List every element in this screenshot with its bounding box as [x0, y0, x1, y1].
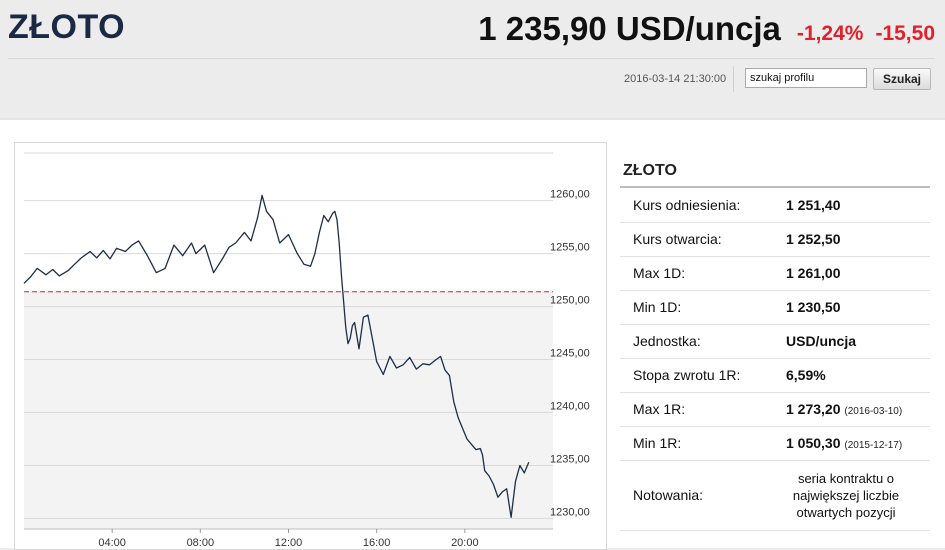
row-label: Min 1R: — [620, 426, 786, 461]
row-value: 1 251,40 — [786, 188, 930, 223]
row-value: 1 273,20 — [786, 401, 841, 417]
row-label: Max 1D: — [620, 256, 786, 291]
table-row: Stopa zwrotu 1R: 6,59% — [620, 358, 930, 393]
y-tick-label: 1250,00 — [550, 295, 590, 307]
y-tick-label: 1255,00 — [550, 242, 590, 254]
row-value: USD/uncja — [786, 324, 930, 359]
y-tick-label: 1240,00 — [550, 400, 590, 412]
quote-summary: 1 235,90 USD/uncja -1,24% -15,50 — [478, 10, 935, 48]
row-value-cell: seria kontraktu o największej liczbie ot… — [786, 460, 930, 531]
row-label: Max 1R: — [620, 392, 786, 427]
row-value: seria kontraktu o największej liczbie ot… — [792, 470, 900, 520]
panel-divider — [620, 186, 930, 188]
row-value-cell: 1 273,20 (2016-03-10) — [786, 392, 930, 427]
table-row: Min 1R: 1 050,30 (2015-12-17) — [620, 426, 930, 461]
y-tick-label: 1260,00 — [550, 189, 590, 201]
row-label: Jednostka: — [620, 324, 786, 359]
row-label: Kurs odniesienia: — [620, 188, 786, 223]
chart-svg: 1260,00 1255,00 1250,00 1245,00 1240,00 1235,… — [23, 152, 590, 549]
table-row: Max 1R: 1 273,20 (2016-03-10) — [620, 392, 930, 427]
price-series-line — [23, 194, 530, 518]
row-value-cell: 1 050,30 (2015-12-17) — [786, 426, 930, 461]
vertical-divider — [733, 66, 734, 92]
current-price: 1 235,90 USD/uncja — [478, 10, 781, 47]
change-percent: -1,24% — [796, 22, 864, 45]
table-row: Jednostka: USD/uncja — [620, 324, 930, 359]
table-row: Max 1D: 1 261,00 — [620, 256, 930, 291]
x-tick-label: 20:00 — [451, 537, 479, 549]
info-panel: ZŁOTO Kurs odniesienia: 1 251,40 Kurs ot… — [620, 156, 930, 531]
row-label: Stopa zwrotu 1R: — [620, 358, 786, 393]
y-tick-label: 1245,00 — [550, 348, 590, 360]
table-row: Notowania: seria kontraktu o największej… — [620, 460, 930, 531]
table-row: Min 1D: 1 230,50 — [620, 290, 930, 325]
header-divider — [8, 58, 935, 59]
x-tick-label: 16:00 — [363, 537, 391, 549]
quote-timestamp: 2016-03-14 21:30:00 — [624, 73, 727, 85]
info-table: Kurs odniesienia: 1 251,40 Kurs otwarcia… — [620, 188, 930, 531]
row-value: 1 230,50 — [786, 290, 930, 325]
x-tick-label: 04:00 — [98, 537, 126, 549]
row-value: 1 050,30 — [786, 435, 841, 451]
x-tick-label: 12:00 — [275, 537, 303, 549]
row-value: 1 252,50 — [786, 222, 930, 257]
price-chart: 1260,00 1255,00 1250,00 1245,00 1240,00 1235,… — [14, 142, 607, 550]
x-tick-label: 08:00 — [187, 537, 215, 549]
row-value: 6,59% — [786, 358, 930, 393]
search-button[interactable]: Szukaj — [873, 68, 931, 90]
below-reference-area — [24, 291, 553, 529]
header: ZŁOTO 1 235,90 USD/uncja -1,24% -15,50 2… — [0, 0, 945, 100]
row-date: (2016-03-10) — [844, 406, 903, 417]
main-content: 1260,00 1255,00 1250,00 1245,00 1240,00 1235,… — [0, 118, 945, 550]
page-title: ZŁOTO — [8, 8, 126, 46]
row-label: Min 1D: — [620, 290, 786, 325]
panel-title: ZŁOTO — [623, 162, 677, 179]
row-label: Notowania: — [620, 460, 786, 531]
y-tick-label: 1230,00 — [550, 506, 590, 518]
row-value: 1 261,00 — [786, 256, 930, 291]
row-label: Kurs otwarcia: — [620, 222, 786, 257]
table-row: Kurs odniesienia: 1 251,40 — [620, 188, 930, 223]
change-absolute: -15,50 — [875, 22, 935, 45]
row-date: (2015-12-17) — [844, 440, 903, 451]
search-input[interactable] — [745, 68, 867, 88]
table-row: Kurs otwarcia: 1 252,50 — [620, 222, 930, 257]
y-tick-label: 1235,00 — [550, 453, 590, 465]
